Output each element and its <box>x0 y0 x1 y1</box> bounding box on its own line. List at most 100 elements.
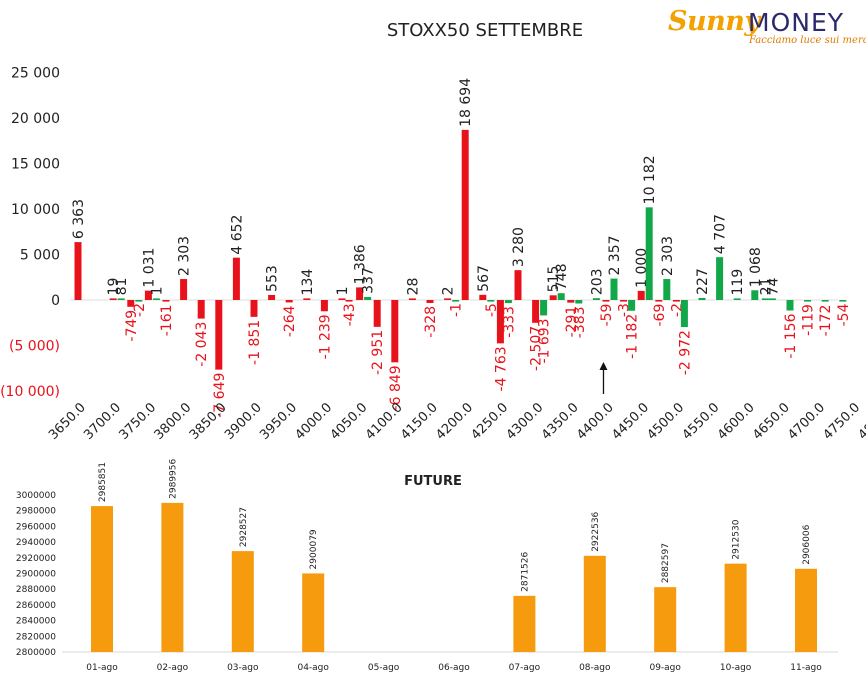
future-y-tick-label: 2860000 <box>16 601 56 611</box>
future-x-tick-label: 08-ago <box>579 663 611 673</box>
bar <box>127 300 135 307</box>
data-label: 4 652 <box>229 215 245 255</box>
bar <box>733 298 741 300</box>
bar <box>197 300 205 319</box>
future-y-tick-label: 2900000 <box>16 570 56 580</box>
data-label: -6 849 <box>388 365 404 410</box>
future-data-label: 2900079 <box>309 529 319 569</box>
data-label: 567 <box>476 265 492 292</box>
future-data-label: 2922536 <box>591 511 601 551</box>
data-label: -264 <box>282 305 298 337</box>
data-label: -2 972 <box>677 330 693 375</box>
future-data-label: 2882597 <box>661 543 671 583</box>
data-label: -291 <box>564 306 580 338</box>
data-label: -2 043 <box>194 322 210 367</box>
future-data-label: 2985851 <box>98 462 108 502</box>
future-data-label: 2906006 <box>802 524 812 564</box>
data-label: 748 <box>554 263 570 290</box>
y-tick-label: 10 000 <box>11 202 60 218</box>
bar <box>345 300 353 302</box>
data-label: -7 649 <box>212 373 228 418</box>
future-x-tick-label: 06-ago <box>438 663 470 673</box>
bar <box>716 257 724 300</box>
bar <box>285 300 293 303</box>
data-label: -4 763 <box>493 346 509 391</box>
data-label: 337 <box>361 267 377 294</box>
future-x-tick-label: 11-ago <box>790 663 822 673</box>
bar <box>680 300 688 328</box>
data-label: 1 031 <box>141 248 157 288</box>
future-bar <box>724 563 747 652</box>
bar <box>567 300 575 303</box>
data-label: -1 239 <box>317 314 333 359</box>
bar <box>444 298 452 300</box>
annotation-arrow-head <box>599 362 608 370</box>
bar <box>408 298 416 300</box>
sunny-money-logo: Sunny MONEY Facciamo luce sui mercati <box>668 4 866 48</box>
bar <box>373 300 381 327</box>
bar <box>610 278 618 300</box>
future-y-tick-label: 2960000 <box>16 522 56 532</box>
data-label: 1 <box>335 286 351 295</box>
y-tick-label: (5 000) <box>9 339 60 355</box>
data-label: -2 951 <box>370 330 386 375</box>
bar <box>698 297 706 300</box>
data-label: -333 <box>501 306 517 338</box>
future-y-tick-label: 2920000 <box>16 554 56 564</box>
data-label: 2 <box>441 286 457 295</box>
data-label: 1 <box>149 286 165 295</box>
bar <box>74 242 82 300</box>
future-x-tick-label: 05-ago <box>368 663 400 673</box>
future-x-tick-label: 04-ago <box>297 663 329 673</box>
future-y-tick-label: 2880000 <box>16 585 56 595</box>
data-label: -1 156 <box>783 313 799 358</box>
bar <box>364 296 372 300</box>
future-x-tick-label: 07-ago <box>509 663 541 673</box>
data-label: -69 <box>652 304 668 327</box>
bar <box>645 207 653 300</box>
data-label: -54 <box>836 303 852 326</box>
future-x-tick-label: 02-ago <box>157 663 189 673</box>
future-y-tick-label: 2940000 <box>16 538 56 548</box>
data-label: 18 694 <box>458 78 474 127</box>
data-label: -172 <box>818 305 834 337</box>
data-label: 6 363 <box>71 199 87 239</box>
data-label: -2 507 <box>529 326 545 371</box>
data-label: -1 182 <box>625 314 641 359</box>
data-label: -328 <box>423 306 439 338</box>
bar <box>786 300 794 311</box>
data-label: -1 851 <box>247 320 263 365</box>
future-y-tick-label: 2980000 <box>16 507 56 517</box>
data-label: -161 <box>159 304 175 336</box>
bar <box>109 298 117 300</box>
bar <box>338 298 346 300</box>
data-label: 4 707 <box>713 214 729 254</box>
future-bar <box>583 555 606 652</box>
bar <box>575 300 583 304</box>
data-label: 74 <box>765 277 781 295</box>
bar <box>592 298 600 300</box>
data-label: 1 068 <box>748 247 764 287</box>
data-label: -383 <box>572 306 588 338</box>
oi-bar-chart: 25 000 20 000 15 000 10 000 5 000 0 (5 000) (10… <box>0 66 866 444</box>
future-data-label: 2928527 <box>239 507 249 547</box>
data-label: -119 <box>801 304 817 336</box>
y-tick-label: (10 000) <box>0 384 60 400</box>
bar <box>549 295 557 300</box>
bar <box>504 300 512 304</box>
bar <box>461 129 469 300</box>
y-tick-label: 15 000 <box>11 157 60 173</box>
bar <box>602 300 610 302</box>
bar <box>152 298 160 300</box>
future-y-tick-label: 2840000 <box>16 617 56 627</box>
bar <box>663 279 671 300</box>
data-label: 227 <box>695 268 711 295</box>
bar <box>162 300 170 302</box>
bar <box>117 298 125 300</box>
data-label: 134 <box>300 269 316 296</box>
data-label: 119 <box>730 269 746 296</box>
bar <box>628 300 636 311</box>
bar <box>135 300 143 302</box>
future-x-tick-label: 03-ago <box>227 663 259 673</box>
future-bar <box>513 595 536 652</box>
